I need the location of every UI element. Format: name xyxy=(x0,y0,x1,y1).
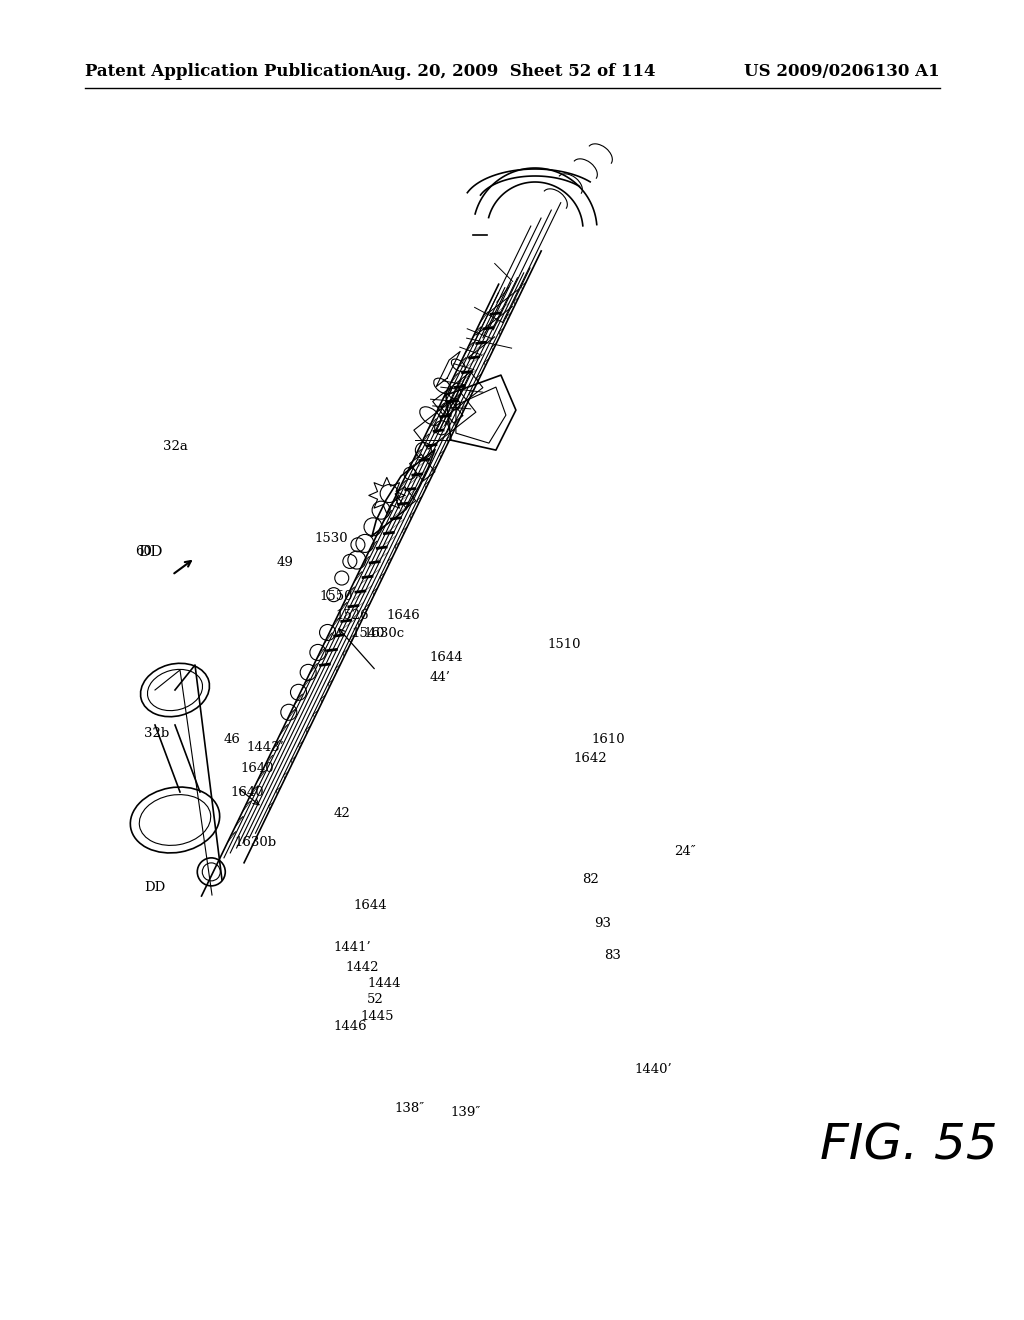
Text: 1442: 1442 xyxy=(345,961,379,974)
Text: 93: 93 xyxy=(594,917,611,931)
Text: 1610: 1610 xyxy=(592,733,626,746)
Text: 42: 42 xyxy=(334,807,350,820)
Text: 1445: 1445 xyxy=(360,1010,394,1023)
Text: 1510: 1510 xyxy=(548,638,582,651)
Text: 46: 46 xyxy=(224,733,241,746)
Text: 138″: 138″ xyxy=(394,1102,425,1115)
Text: 139″: 139″ xyxy=(451,1106,481,1119)
Text: 82: 82 xyxy=(582,873,598,886)
Text: 1446: 1446 xyxy=(333,1020,367,1034)
Text: 1540: 1540 xyxy=(351,627,385,640)
Text: DD: DD xyxy=(144,880,166,894)
Text: 44’: 44’ xyxy=(429,671,451,684)
Text: 83: 83 xyxy=(604,949,621,962)
Text: Aug. 20, 2009  Sheet 52 of 114: Aug. 20, 2009 Sheet 52 of 114 xyxy=(369,63,655,81)
Text: 60: 60 xyxy=(135,545,152,558)
Text: Patent Application Publication: Patent Application Publication xyxy=(85,63,371,81)
Text: 1440’: 1440’ xyxy=(635,1063,673,1076)
Text: DD: DD xyxy=(138,545,163,558)
Text: 1644: 1644 xyxy=(353,899,387,912)
Text: 1640: 1640 xyxy=(241,762,274,775)
Text: 1530: 1530 xyxy=(314,532,348,545)
Text: 24″: 24″ xyxy=(674,845,695,858)
Text: FIG. 55: FIG. 55 xyxy=(820,1121,997,1170)
Text: 1441’: 1441’ xyxy=(333,941,371,954)
Text: US 2009/0206130 A1: US 2009/0206130 A1 xyxy=(744,63,940,81)
Text: 1550: 1550 xyxy=(319,590,353,603)
Text: 1630b: 1630b xyxy=(234,836,276,849)
Text: 1640: 1640 xyxy=(230,785,264,799)
Text: 32a: 32a xyxy=(163,440,187,453)
Text: 1630c: 1630c xyxy=(364,627,404,640)
Text: 32b: 32b xyxy=(143,727,169,741)
Text: 52: 52 xyxy=(368,993,384,1006)
Text: 1444: 1444 xyxy=(368,977,401,990)
Text: 49: 49 xyxy=(278,556,294,569)
Text: 1646: 1646 xyxy=(386,609,420,622)
Text: 1526: 1526 xyxy=(335,609,369,622)
Text: 1644: 1644 xyxy=(429,651,463,664)
Text: 1642: 1642 xyxy=(573,752,607,766)
Text: 1443’: 1443’ xyxy=(247,741,285,754)
